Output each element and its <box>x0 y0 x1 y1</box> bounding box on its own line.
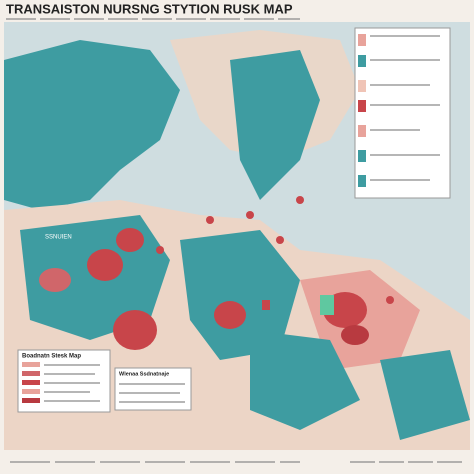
region <box>250 330 360 430</box>
swatch <box>22 389 40 394</box>
risk-zone <box>262 300 270 310</box>
station-marker <box>276 236 284 244</box>
region <box>230 50 320 200</box>
title: TRANSAISTON NURSNG STYTION RUSK MAP <box>6 1 293 16</box>
region <box>180 230 300 360</box>
station-marker <box>246 211 254 219</box>
side-legend-rows <box>358 34 440 187</box>
swatch <box>358 125 366 137</box>
swatch <box>358 100 366 112</box>
region <box>380 350 470 440</box>
swatch <box>22 362 40 367</box>
risk-zone <box>113 310 157 350</box>
station-marker <box>296 196 304 204</box>
swatch <box>22 398 40 403</box>
station-marker <box>386 296 394 304</box>
station-marker <box>156 246 164 254</box>
legend-title: Boadnatn Stesk Map <box>22 354 81 360</box>
swatch <box>358 150 366 162</box>
region <box>4 40 180 210</box>
risk-zone <box>341 325 369 345</box>
risk-zone <box>39 268 71 292</box>
side-legend <box>354 27 451 199</box>
swatch <box>358 34 366 46</box>
inset-box <box>114 367 192 411</box>
swatch <box>358 175 366 187</box>
swatch <box>22 380 40 385</box>
swatch <box>358 80 366 92</box>
risk-zone <box>116 228 144 252</box>
risk-zone <box>87 249 123 281</box>
swatch <box>358 55 366 67</box>
station-marker <box>206 216 214 224</box>
risk-zone <box>214 301 246 329</box>
swatch <box>22 371 40 376</box>
map-label: SSNUIEN <box>45 235 72 241</box>
inset-title: Wlenaa Ssdnatnaje <box>119 371 169 377</box>
highlight-zone <box>320 295 334 315</box>
